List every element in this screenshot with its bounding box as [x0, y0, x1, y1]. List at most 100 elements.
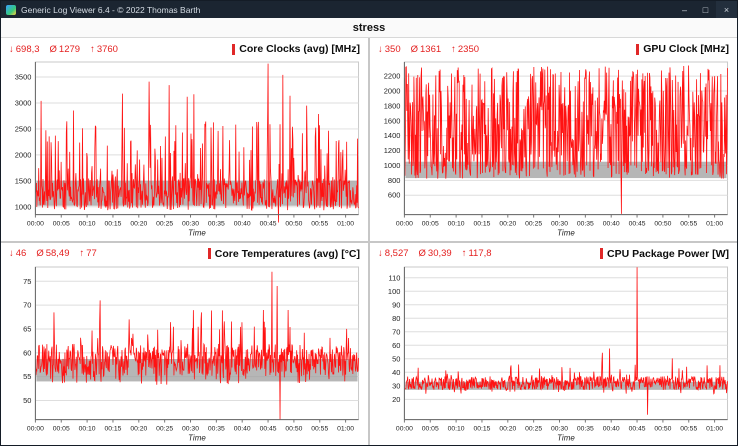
chart-title: Core Temperatures (avg) [°C]	[207, 247, 360, 260]
svg-text:00:35: 00:35	[577, 425, 594, 432]
svg-text:00:20: 00:20	[499, 425, 516, 432]
svg-text:00:10: 00:10	[79, 425, 96, 432]
panel-header: ↓ 350 Ø 1361 ↑ 2350 GPU Clock [MHz]	[370, 38, 737, 57]
svg-text:00:10: 00:10	[79, 221, 96, 228]
svg-text:00:45: 00:45	[260, 425, 277, 432]
close-button-icon[interactable]: ×	[716, 1, 737, 18]
svg-text:00:50: 00:50	[285, 425, 302, 432]
svg-text:00:05: 00:05	[422, 221, 439, 228]
title-marker-icon	[636, 43, 640, 55]
svg-text:00:50: 00:50	[654, 221, 671, 228]
svg-text:00:45: 00:45	[260, 221, 277, 228]
chart-stats: ↓ 350 Ø 1361 ↑ 2350	[378, 44, 479, 55]
svg-text:00:00: 00:00	[396, 425, 413, 432]
svg-text:40: 40	[392, 367, 400, 376]
svg-text:00:00: 00:00	[27, 425, 44, 432]
stat-min-value: 46	[15, 248, 27, 259]
cpu-package-power-plot[interactable]: 20 30 40 50 60 70 80 90 100 110 00:00 00:05 00:10 00:…	[370, 262, 737, 446]
title-marker-icon	[600, 248, 604, 259]
avg-symbol-icon: Ø	[410, 43, 418, 55]
svg-text:00:05: 00:05	[422, 425, 439, 432]
avg-symbol-icon: Ø	[36, 248, 44, 259]
svg-text:20: 20	[392, 394, 400, 403]
svg-text:75: 75	[23, 276, 31, 285]
svg-text:00:30: 00:30	[551, 221, 568, 228]
gpu-clock-plot[interactable]: 600 800 1000 1200 1400 1600 1800 2000 2200 00:00 0…	[370, 57, 737, 241]
svg-text:70: 70	[23, 300, 31, 309]
svg-text:00:20: 00:20	[130, 425, 147, 432]
svg-text:00:55: 00:55	[311, 425, 328, 432]
chart-title-text: CPU Package Power [W]	[607, 247, 729, 260]
chart-stats: ↓ 8,527 Ø 30,39 ↑ 117,8	[378, 248, 492, 259]
svg-text:00:10: 00:10	[448, 221, 465, 228]
stat-min-value: 8,527	[384, 248, 409, 259]
svg-text:00:25: 00:25	[525, 221, 542, 228]
chart-panel-gpu-clock: ↓ 350 Ø 1361 ↑ 2350 GPU Clock [MHz] 600 8…	[370, 38, 737, 241]
svg-text:2000: 2000	[384, 87, 401, 96]
chart-panel-core-temperatures: ↓ 46 Ø 58,49 ↑ 77 Core Temperatures (avg…	[1, 242, 368, 446]
chart-title: GPU Clock [MHz]	[636, 43, 729, 55]
svg-text:Time: Time	[188, 433, 206, 442]
stat-max-value: 3760	[96, 43, 118, 55]
stat-avg-value: 1361	[420, 43, 442, 55]
svg-text:01:00: 01:00	[706, 425, 723, 432]
svg-text:00:05: 00:05	[53, 425, 70, 432]
svg-text:60: 60	[23, 348, 31, 357]
maximize-button-icon[interactable]: □	[702, 4, 709, 15]
stat-max-value: 2350	[457, 43, 480, 55]
svg-text:1600: 1600	[384, 116, 401, 125]
chart-stats: ↓ 46 Ø 58,49 ↑ 77	[9, 248, 97, 259]
stat-avg-value: 58,49	[45, 248, 70, 259]
stat-min-value: 698,3	[15, 43, 40, 55]
svg-text:00:45: 00:45	[629, 221, 646, 228]
svg-text:00:55: 00:55	[680, 425, 697, 432]
chart-title-text: Core Temperatures (avg) [°C]	[214, 247, 360, 260]
svg-text:30: 30	[392, 381, 400, 390]
svg-text:800: 800	[388, 176, 400, 185]
app-icon	[6, 4, 16, 15]
max-arrow-icon: ↑	[451, 43, 456, 55]
avg-symbol-icon: Ø	[49, 43, 57, 55]
svg-text:2200: 2200	[384, 72, 401, 81]
svg-text:01:00: 01:00	[337, 221, 354, 228]
svg-text:00:15: 00:15	[104, 221, 121, 228]
svg-text:01:00: 01:00	[706, 221, 723, 228]
max-arrow-icon: ↑	[90, 43, 95, 55]
stat-avg-value: 30,39	[427, 248, 452, 259]
svg-text:00:40: 00:40	[234, 425, 251, 432]
max-arrow-icon: ↑	[461, 248, 467, 259]
min-arrow-icon: ↓	[378, 43, 383, 55]
svg-text:00:00: 00:00	[396, 221, 413, 228]
chart-title-text: Core Clocks (avg) [MHz]	[239, 43, 360, 55]
window-title: Generic Log Viewer 6.4 - © 2022 Thomas B…	[21, 4, 201, 15]
svg-text:00:55: 00:55	[680, 221, 697, 228]
svg-text:00:20: 00:20	[499, 221, 516, 228]
svg-text:00:15: 00:15	[473, 425, 490, 432]
svg-text:00:10: 00:10	[448, 425, 465, 432]
log-name-header: stress	[1, 18, 737, 38]
minimize-button-icon[interactable]: –	[681, 4, 687, 15]
chart-panel-core-clocks: ↓ 698,3 Ø 1279 ↑ 3760 Core Clocks (avg) …	[1, 38, 368, 241]
svg-text:00:35: 00:35	[577, 221, 594, 228]
svg-text:1800: 1800	[384, 101, 401, 110]
svg-text:00:15: 00:15	[473, 221, 490, 228]
core-clocks-plot[interactable]: 1000 1500 2000 2500 3000 3500 00:00 00:05 00:10 0…	[1, 57, 368, 241]
svg-text:70: 70	[392, 327, 400, 336]
panel-header: ↓ 8,527 Ø 30,39 ↑ 117,8 CPU Package Powe…	[370, 243, 737, 262]
svg-text:00:00: 00:00	[27, 221, 44, 228]
svg-text:01:00: 01:00	[337, 425, 354, 432]
stat-avg-value: 1279	[58, 43, 81, 55]
svg-text:1400: 1400	[384, 131, 401, 140]
svg-text:Time: Time	[557, 229, 575, 238]
svg-text:1000: 1000	[15, 202, 32, 211]
svg-text:00:40: 00:40	[603, 221, 620, 228]
title-marker-icon	[207, 248, 211, 259]
min-arrow-icon: ↓	[378, 248, 383, 259]
svg-text:3500: 3500	[15, 73, 32, 82]
svg-text:00:20: 00:20	[130, 221, 147, 228]
title-bar[interactable]: Generic Log Viewer 6.4 - © 2022 Thomas B…	[1, 1, 737, 18]
core-temperatures-plot[interactable]: 50 55 60 65 70 75 00:00 00:05 00:10 00:15 00:20 00:…	[1, 262, 368, 446]
chart-title: Core Clocks (avg) [MHz]	[232, 43, 360, 55]
avg-symbol-icon: Ø	[418, 248, 426, 259]
